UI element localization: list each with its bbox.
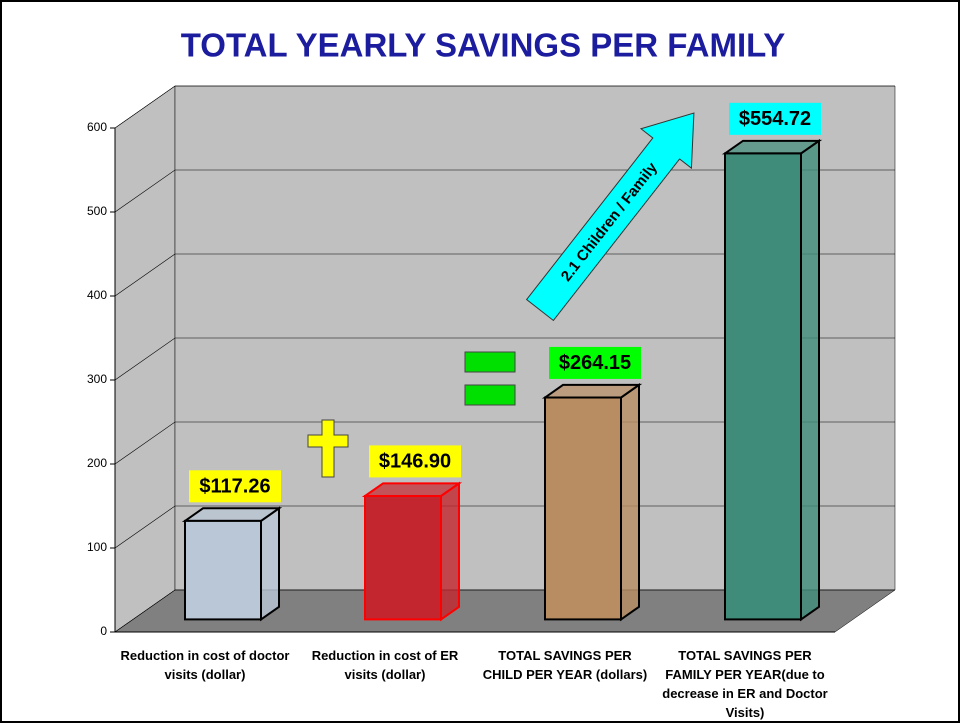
bar (545, 398, 621, 620)
y-tick-label: 0 (100, 624, 107, 638)
y-tick-label: 400 (87, 288, 107, 302)
bar-side (261, 508, 279, 619)
value-label: $264.15 (559, 352, 631, 374)
bar-top (185, 508, 279, 521)
y-tick-label: 600 (87, 120, 107, 134)
bar-top (545, 385, 639, 398)
bar-side (621, 385, 639, 619)
x-tick-label: Reduction in cost of ER visits (dollar) (300, 646, 470, 684)
x-tick-label: TOTAL SAVINGS PER CHILD PER YEAR (dollar… (480, 646, 650, 684)
value-label: $146.90 (379, 451, 451, 473)
equals-sign (465, 352, 515, 372)
y-tick-label: 500 (87, 204, 107, 218)
chart-title: TOTAL YEARLY SAVINGS PER FAMILY (181, 27, 786, 64)
bar (365, 496, 441, 619)
bar-top (725, 141, 819, 154)
x-tick-label: Reduction in cost of doctor visits (doll… (120, 646, 290, 684)
equals-sign (465, 385, 515, 405)
y-tick-label: 300 (87, 372, 107, 386)
value-label: $117.26 (199, 476, 270, 498)
y-tick-label: 200 (87, 456, 107, 470)
bar-top (365, 483, 459, 496)
chart: TOTAL YEARLY SAVINGS PER FAMILY $117.26 $… (0, 0, 960, 723)
bar (185, 521, 261, 619)
x-tick-label: TOTAL SAVINGS PER FAMILY PER YEAR(due to… (660, 646, 830, 722)
value-label: $554.72 (739, 108, 811, 130)
bar-side (801, 141, 819, 620)
bar (725, 153, 801, 619)
y-tick-label: 100 (87, 540, 107, 554)
bar-side (441, 483, 459, 619)
slide: TOTAL YEARLY SAVINGS PER FAMILY $117.26 $… (0, 0, 960, 723)
